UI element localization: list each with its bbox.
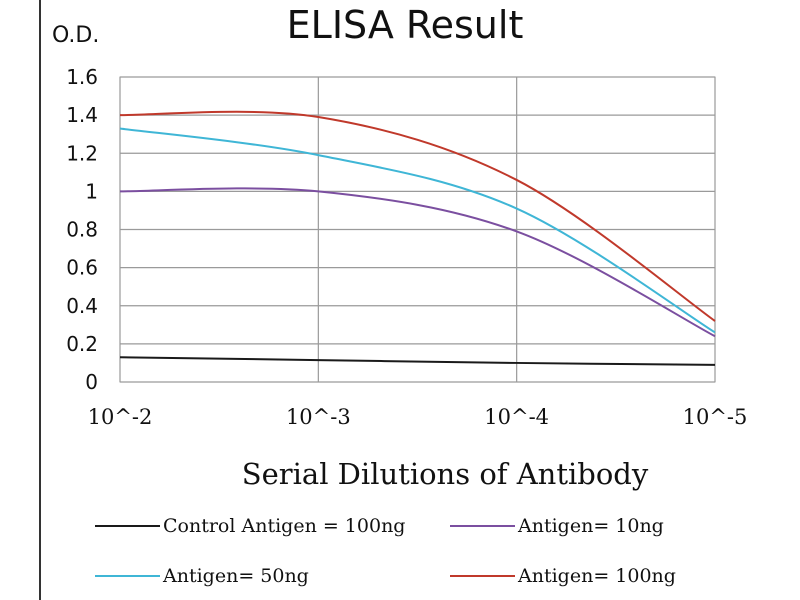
legend: Control Antigen = 100ng Antigen= 10ng Anti… [95, 515, 676, 587]
y-tick-label: 0.4 [66, 294, 98, 318]
y-tick-label: 1.6 [66, 65, 98, 89]
x-tick-labels: 10^-2 10^-3 10^-4 10^-5 [88, 405, 748, 429]
y-tick-label: 0.8 [66, 218, 98, 242]
y-tick-label: 1.2 [66, 141, 98, 165]
y-tick-label: 0.6 [66, 256, 98, 280]
chart-title: ELISA Result [287, 3, 524, 47]
x-axis-label: Serial Dilutions of Antibody [242, 457, 649, 491]
series-line-2 [119, 127, 716, 334]
vertical-gridlines [119, 77, 716, 382]
legend-label: Antigen= 100ng [517, 565, 676, 587]
x-tick-label: 10^-5 [683, 405, 748, 429]
y-tick-labels: 0 0.2 0.4 0.6 0.8 1 1.2 1.4 1.6 [66, 65, 98, 394]
y-tick-label: 1.4 [66, 103, 98, 127]
series-line-0 [119, 356, 716, 366]
legend-label: Antigen= 10ng [517, 515, 664, 537]
x-tick-label: 10^-2 [88, 405, 153, 429]
y-tick-label: 1 [85, 179, 98, 203]
series-line-1 [119, 187, 716, 338]
legend-label: Control Antigen = 100ng [163, 515, 405, 537]
series-line-3 [119, 110, 716, 322]
series-lines [119, 110, 716, 366]
x-tick-label: 10^-3 [286, 405, 351, 429]
legend-label: Antigen= 50ng [162, 565, 309, 587]
x-tick-label: 10^-4 [484, 405, 549, 429]
horizontal-gridlines [120, 76, 715, 383]
y-axis-label: O.D. [52, 23, 99, 48]
y-tick-label: 0.2 [66, 332, 98, 356]
y-tick-label: 0 [85, 370, 98, 394]
